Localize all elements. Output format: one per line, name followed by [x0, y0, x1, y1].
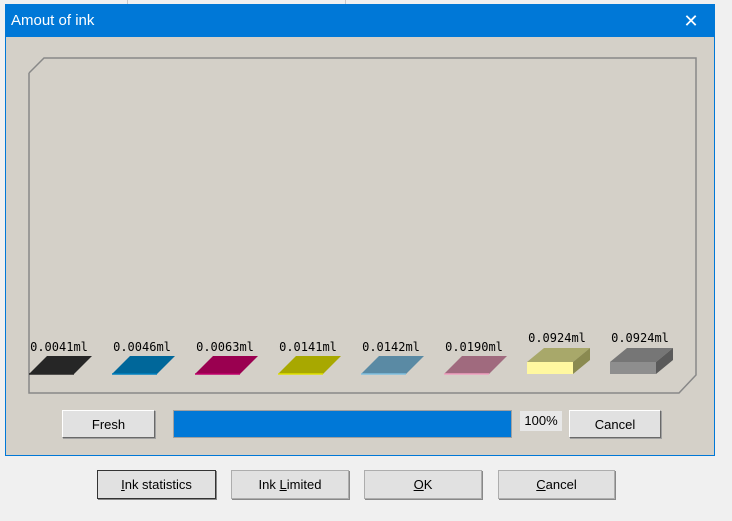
accesskey: L [279, 477, 287, 492]
ink-shape [444, 356, 507, 374]
label-post: ancel [545, 477, 577, 492]
ink-shape [29, 356, 92, 374]
label-post: K [423, 477, 433, 492]
dialog-title: Amout of ink [11, 12, 95, 29]
label-pre: Ink [258, 477, 280, 492]
ink-amount-label: 0.0924ml [611, 331, 669, 345]
ink-swatch-2: 0.0046ml [112, 340, 175, 375]
panel-border [28, 57, 697, 394]
ink-swatch-3: 0.0063ml [195, 340, 258, 375]
ink-swatch-5: 0.0142ml [361, 340, 424, 375]
ink-swatch-8: 0.0924ml [610, 331, 673, 374]
close-button[interactable]: ✕ [668, 5, 714, 37]
ink-amount-label: 0.0190ml [445, 340, 503, 354]
ink-side [573, 348, 590, 374]
ink-top [527, 348, 590, 362]
ink-shape [195, 356, 258, 374]
label-post: nk statistics [124, 477, 192, 492]
accesskey: C [536, 477, 546, 492]
ink-top [610, 348, 673, 362]
ink-shape [278, 356, 341, 374]
ink-amount-label: 0.0141ml [279, 340, 337, 354]
ink-swatch-7: 0.0924ml [527, 331, 590, 374]
ink-panel: 0.0041ml 0.0046ml 0.0063ml 0.0141ml 0.0142ml… [28, 57, 697, 394]
ink-swatch-1: 0.0041ml [29, 340, 92, 375]
progress-bar [173, 410, 512, 438]
ink-shape [361, 356, 424, 374]
amount-of-ink-dialog: Amout of ink ✕ 0.0041ml 0.0046ml 0.0063ml 0… [5, 4, 715, 456]
ink-shape [112, 356, 175, 374]
label-post: imited [286, 477, 322, 492]
ink-amount-label: 0.0142ml [362, 340, 420, 354]
accesskey: O [413, 477, 424, 492]
title-bar[interactable]: Amout of ink ✕ [6, 5, 714, 37]
ink-amount-label: 0.0046ml [113, 340, 171, 354]
ink-front [527, 362, 573, 374]
background-divider [345, 0, 346, 4]
progress-fill [174, 411, 511, 437]
background-divider [127, 0, 128, 4]
ink-front [610, 362, 656, 374]
ink-swatch-4: 0.0141ml [278, 340, 341, 375]
close-icon: ✕ [683, 10, 699, 31]
ink-side [656, 348, 673, 374]
ink-amount-label: 0.0041ml [30, 340, 88, 354]
cancel-progress-button[interactable]: Cancel [569, 410, 661, 438]
ink-amount-label: 0.0063ml [196, 340, 254, 354]
accesskey: I [121, 477, 125, 492]
fresh-button[interactable]: Fresh [62, 410, 155, 438]
progress-percent: 100% [520, 411, 562, 431]
ink-amount-label: 0.0924ml [528, 331, 586, 345]
ink-swatch-6: 0.0190ml [444, 340, 507, 375]
